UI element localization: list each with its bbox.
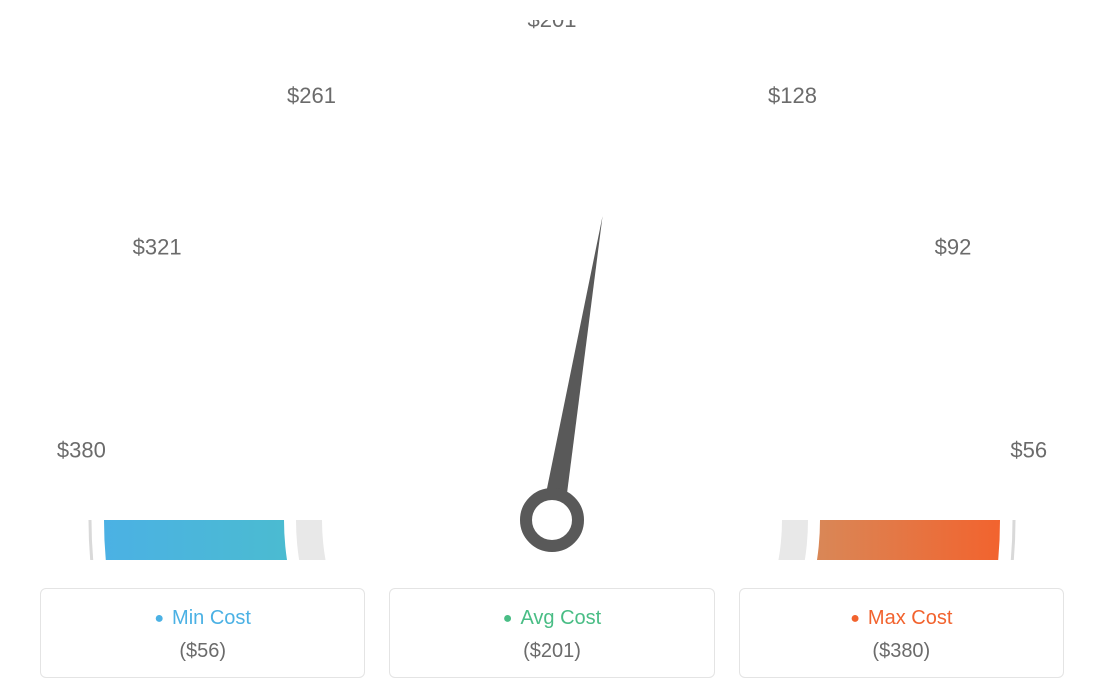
gauge-tick bbox=[861, 280, 921, 319]
gauge-scale-label: $380 bbox=[57, 437, 106, 462]
legend-max-value: ($380) bbox=[750, 640, 1053, 663]
gauge-tick bbox=[916, 459, 987, 469]
legend-card-min: Min Cost ($56) bbox=[40, 588, 365, 678]
gauge-tick bbox=[621, 87, 629, 130]
gauge-tick bbox=[747, 147, 785, 208]
legend-avg-title: Avg Cost bbox=[400, 607, 703, 630]
legend-avg-value: ($201) bbox=[400, 640, 703, 663]
gauge-tick bbox=[405, 105, 420, 146]
gauge-scale-label: $92 bbox=[935, 235, 972, 260]
gauge-svg: $56 $92 $128 $201 $261 $321 $380 bbox=[20, 20, 1084, 560]
gauge-scale-label: $201 bbox=[528, 20, 577, 32]
gauge-tick bbox=[476, 87, 484, 130]
cost-gauge-chart: $56 $92 $128 $201 $261 $321 $380 Min Cost ($56… bbox=[20, 20, 1084, 678]
legend-min-value: ($56) bbox=[51, 640, 354, 663]
gauge-needle bbox=[540, 216, 602, 522]
gauge-tick bbox=[319, 147, 357, 208]
gauge-needle-hub bbox=[526, 494, 578, 546]
gauge-scale-label: $261 bbox=[287, 83, 336, 108]
gauge-tick bbox=[684, 105, 699, 146]
legend-min-title: Min Cost bbox=[51, 607, 354, 630]
gauge-tick bbox=[923, 366, 964, 381]
gauge-tick bbox=[140, 366, 181, 381]
gauge-tick bbox=[244, 206, 275, 237]
gauge-scale-label: $128 bbox=[768, 83, 817, 108]
legend-card-max: Max Cost ($380) bbox=[739, 588, 1064, 678]
gauge-tick bbox=[183, 280, 243, 319]
gauge-tick bbox=[830, 206, 861, 237]
legend-card-avg: Avg Cost ($201) bbox=[389, 588, 714, 678]
legend-max-title: Max Cost bbox=[750, 607, 1053, 630]
gauge-tick bbox=[116, 459, 187, 469]
legend-row: Min Cost ($56) Avg Cost ($201) Max Cost … bbox=[20, 588, 1084, 678]
gauge-scale-label: $56 bbox=[1010, 437, 1047, 462]
gauge-scale-label: $321 bbox=[133, 235, 182, 260]
